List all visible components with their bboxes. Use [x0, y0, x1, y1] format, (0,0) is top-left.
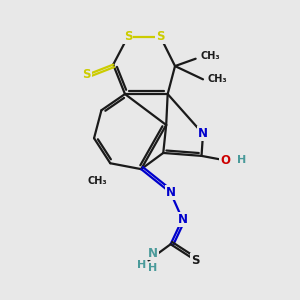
Text: S: S — [191, 254, 200, 267]
Text: H: H — [148, 263, 158, 273]
Text: CH₃: CH₃ — [87, 176, 107, 186]
Text: N: N — [148, 247, 158, 260]
Text: H: H — [238, 155, 247, 165]
Text: N: N — [198, 127, 208, 140]
Text: N: N — [177, 213, 188, 226]
Text: CH₃: CH₃ — [207, 74, 227, 84]
Text: N: N — [166, 186, 176, 199]
Text: S: S — [124, 30, 132, 43]
Text: O: O — [220, 154, 230, 167]
Text: S: S — [156, 30, 165, 43]
Text: CH₃: CH₃ — [200, 51, 220, 62]
Text: H: H — [136, 260, 146, 270]
Text: S: S — [82, 68, 91, 81]
